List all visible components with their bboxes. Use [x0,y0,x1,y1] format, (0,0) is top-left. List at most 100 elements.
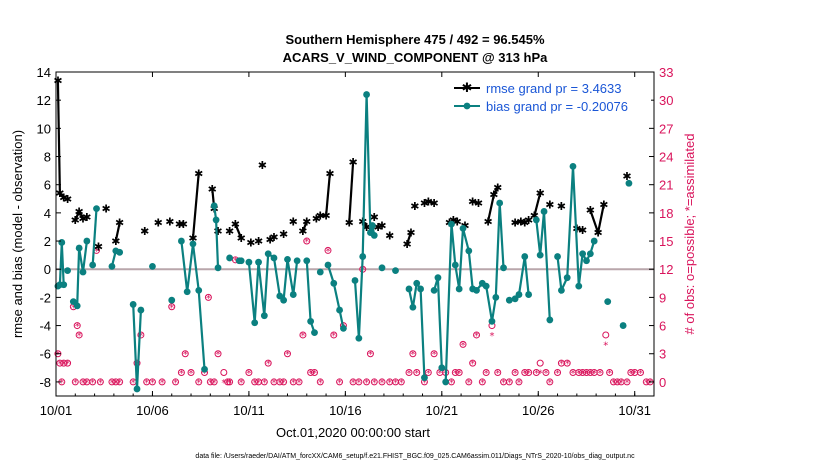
obs-assimilated-marker: * [480,378,485,389]
obs-assimilated-marker: * [208,378,213,389]
obs-assimilated-marker: * [484,369,489,380]
bias-series-point [409,303,417,311]
bias-series-point [434,274,442,282]
bias-series-point [129,301,137,308]
bias-series-point [378,264,386,272]
bias-series-point [245,258,253,266]
obs-possible-marker [245,369,253,377]
obs-assimilated-marker: * [308,369,313,380]
obs-possible-marker [366,350,374,358]
y2-axis-label: # of obs: o=possible; *=assimilated [682,134,697,335]
obs-possible-marker [116,378,124,386]
obs-possible-marker [521,369,529,377]
rmse-series-point: ✱ [231,218,240,231]
obs-possible-marker [586,369,594,377]
rmse-series-point: ✱ [258,159,267,172]
rmse-series-point: ✱ [298,225,307,238]
obs-possible-marker [96,378,104,386]
obs-possible-marker [575,369,583,377]
bias-series-point [293,257,301,265]
rmse-series-point: ✱ [111,235,120,248]
y-tick-label: 0 [44,262,51,277]
plot-marks: *********** *** *** **** * ******************… [53,74,654,393]
x-axis-label: Oct.01,2020 00:00:00 start [276,425,430,440]
rmse-series-point: ✱ [370,211,379,224]
rmse-series-point: ✱ [545,198,554,211]
bias-series-point [289,291,297,298]
bias-series-point [448,220,455,228]
obs-possible-marker [370,378,378,386]
obs-assimilated-marker: * [474,331,479,342]
x-tick-label: 10/16 [329,403,362,418]
data-file-footnote: data file: /Users/raeder/DAI/ATM_forcXX/… [195,453,635,460]
obs-assimilated-marker: * [380,378,385,389]
legend-entry-rmse: rmse grand pr = 3.4633 [486,81,622,96]
bias-series-point [79,268,87,276]
rmse-series-line [524,219,530,224]
bias-series-point [569,162,577,170]
obs-possible-marker [636,369,644,377]
bias-series-point [189,240,197,248]
obs-assimilated-marker: * [117,378,122,389]
x-tick-label: 10/11 [233,403,265,418]
obs-possible-marker [79,378,87,386]
x-tick-label: 10/06 [136,403,169,418]
rmse-series-point: ✱ [59,191,68,204]
obs-possible-marker [187,369,195,377]
rmse-series-point: ✱ [449,214,458,227]
bias-series-point [355,334,363,342]
obs-assimilated-marker: * [57,359,62,370]
bias-series-point [177,237,185,245]
obs-possible-marker [310,369,318,377]
obs-assimilated-marker: * [256,378,261,389]
obs-assimilated-marker: * [426,369,431,380]
obs-assimilated-marker: * [592,369,597,380]
obs-assimilated-marker: * [547,378,552,389]
bias-series-point [515,291,523,298]
obs-possible-marker [172,378,180,386]
obs-possible-marker [264,359,272,367]
rmse-series-point: ✱ [453,215,462,228]
rmse-series-point: ✱ [424,196,433,209]
rmse-series-point: ✱ [321,210,330,223]
y2-tick-label: 30 [659,93,673,108]
rmse-series-point: ✱ [468,196,477,209]
bias-series-point [583,257,590,265]
obs-assimilated-marker: * [543,369,548,380]
rmse-series-line [576,227,583,231]
rmse-series-line [487,186,499,222]
rmse-series-line [406,232,412,245]
obs-assimilated-marker: * [522,369,527,380]
bias-series-point [307,317,315,325]
obs-assimilated-marker: * [580,369,585,380]
rmse-series-point: ✱ [474,197,483,210]
bias-series-point [455,285,463,293]
obs-assimilated-marker: * [189,369,194,380]
obs-possible-marker [606,369,614,377]
rmse-series-line [424,200,435,205]
obs-possible-marker [430,350,438,358]
obs-assimilated-marker: * [337,378,342,389]
y-tick-label: -2 [39,290,51,305]
obs-assimilated-marker: * [239,378,244,389]
obs-assimilated-marker: * [252,378,257,389]
bias-series-point [532,216,540,224]
bias-series-point [558,286,565,294]
bias-series-point [149,263,156,270]
obs-possible-marker [455,369,463,377]
y-tick-label: 6 [44,178,51,193]
bias-series-point [340,324,347,332]
obs-possible-marker [424,369,432,377]
obs-possible-marker [532,369,540,377]
obs-assimilated-marker: * [351,378,356,389]
obs-assimilated-marker: * [565,359,570,370]
bias-series-point [93,205,100,213]
rmse-series-line [114,222,121,242]
obs-possible-marker [177,369,185,377]
rmse-series-point: ✱ [374,221,383,234]
bias-series-point [505,296,513,304]
obs-possible-marker [280,378,288,386]
bias-series-point [183,288,191,296]
rmse-series-point: ✱ [557,200,566,213]
bias-series-point [586,250,594,258]
